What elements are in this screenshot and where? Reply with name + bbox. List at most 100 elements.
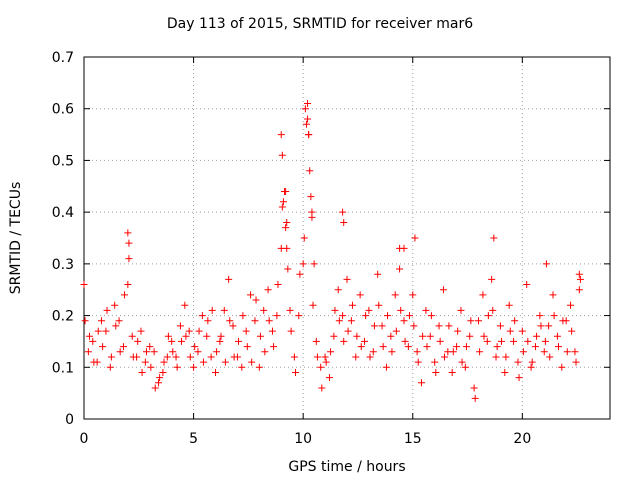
data-point xyxy=(125,239,133,247)
data-point xyxy=(84,348,92,356)
data-point xyxy=(537,322,545,330)
data-point xyxy=(546,353,554,361)
data-point xyxy=(568,327,576,335)
data-points xyxy=(80,100,584,402)
data-point xyxy=(248,358,256,366)
data-point xyxy=(247,291,255,299)
data-point xyxy=(575,286,583,294)
data-point xyxy=(128,332,136,340)
data-point xyxy=(391,291,399,299)
data-point xyxy=(413,348,421,356)
data-point xyxy=(282,224,290,232)
data-point xyxy=(518,327,526,335)
data-point xyxy=(397,306,405,314)
data-point xyxy=(264,286,272,294)
data-point xyxy=(279,198,287,206)
data-point xyxy=(313,353,321,361)
axis-ticks: 0 0.1 0.2 0.3 0.4 0.5 0.6 0.7 0 5 10 15 20 xyxy=(52,50,610,447)
data-point xyxy=(173,363,181,371)
data-point xyxy=(291,368,299,376)
data-point xyxy=(203,332,211,340)
data-point xyxy=(190,363,198,371)
data-point xyxy=(168,337,176,345)
y-tick-label: 0.5 xyxy=(52,153,74,169)
data-point xyxy=(308,213,316,221)
data-point xyxy=(251,317,259,325)
data-point xyxy=(506,327,514,335)
data-point xyxy=(273,312,281,320)
data-point xyxy=(98,317,106,325)
data-point xyxy=(191,343,199,351)
data-point xyxy=(426,332,434,340)
data-point xyxy=(243,343,251,351)
data-point xyxy=(476,348,484,356)
data-point xyxy=(304,115,312,123)
data-point xyxy=(290,353,298,361)
data-point xyxy=(575,270,583,278)
data-point xyxy=(213,348,221,356)
y-axis-label: SRMTID / TECUs xyxy=(8,182,24,295)
data-point xyxy=(374,270,382,278)
data-point xyxy=(142,348,150,356)
data-point xyxy=(572,358,580,366)
data-point xyxy=(519,348,527,356)
data-point xyxy=(160,358,168,366)
data-point xyxy=(461,363,469,371)
data-point xyxy=(484,312,492,320)
data-point xyxy=(479,291,487,299)
data-point xyxy=(81,317,89,325)
data-point xyxy=(310,260,318,268)
y-tick-label: 0.2 xyxy=(52,309,74,325)
data-point xyxy=(419,332,427,340)
data-point xyxy=(576,275,584,283)
data-point xyxy=(283,244,291,252)
data-point xyxy=(335,317,343,325)
data-point xyxy=(343,275,351,283)
data-point xyxy=(344,327,352,335)
data-point xyxy=(489,306,497,314)
data-point xyxy=(156,374,164,382)
data-point xyxy=(301,105,309,113)
x-tick-label: 15 xyxy=(404,431,422,447)
data-point xyxy=(305,131,313,139)
data-point xyxy=(89,337,97,345)
data-point xyxy=(370,322,378,330)
data-point xyxy=(185,327,193,335)
data-point xyxy=(112,322,120,330)
data-point xyxy=(265,317,273,325)
data-point xyxy=(441,353,449,361)
data-point xyxy=(540,348,548,356)
data-point xyxy=(515,374,523,382)
data-point xyxy=(287,327,295,335)
data-point xyxy=(124,281,132,289)
data-point xyxy=(204,317,212,325)
data-point xyxy=(527,363,535,371)
data-point xyxy=(510,337,518,345)
data-point xyxy=(418,379,426,387)
data-point xyxy=(357,343,365,351)
data-point xyxy=(115,317,123,325)
x-tick-label: 20 xyxy=(513,431,531,447)
data-point xyxy=(94,327,102,335)
data-point xyxy=(511,317,519,325)
data-point xyxy=(281,187,289,195)
x-tick-label: 0 xyxy=(80,431,89,447)
y-tick-label: 0.3 xyxy=(52,257,74,273)
data-point xyxy=(330,332,338,340)
data-point xyxy=(454,327,462,335)
data-point xyxy=(261,348,269,356)
data-point xyxy=(102,327,110,335)
data-point xyxy=(379,343,387,351)
data-point xyxy=(216,337,224,345)
data-point xyxy=(198,312,206,320)
data-point xyxy=(435,322,443,330)
data-point xyxy=(563,348,571,356)
data-point xyxy=(431,358,439,366)
data-point xyxy=(331,306,339,314)
data-point xyxy=(137,327,145,335)
data-point xyxy=(352,353,360,361)
data-point xyxy=(411,234,419,242)
data-point xyxy=(448,368,456,376)
data-point xyxy=(531,343,539,351)
data-point xyxy=(150,348,158,356)
